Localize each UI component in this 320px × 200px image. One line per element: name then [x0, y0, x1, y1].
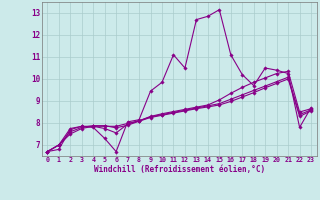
- X-axis label: Windchill (Refroidissement éolien,°C): Windchill (Refroidissement éolien,°C): [94, 165, 265, 174]
